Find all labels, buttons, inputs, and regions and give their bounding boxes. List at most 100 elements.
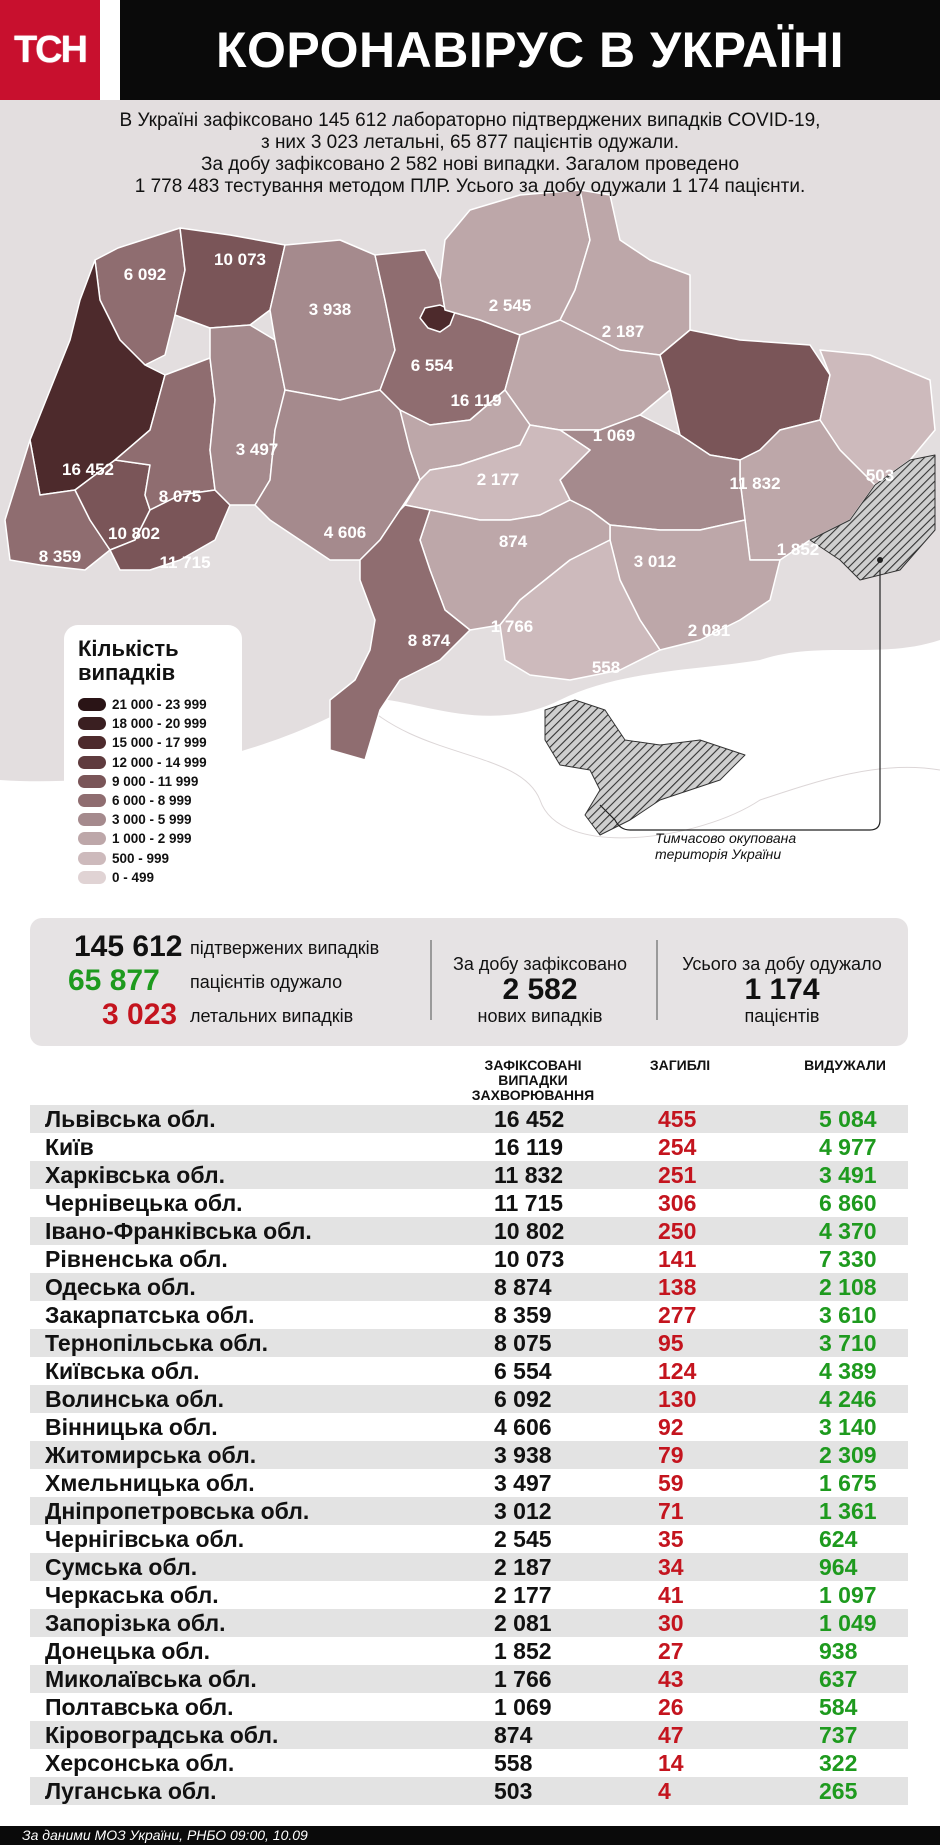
label-sumy: 2 187 [602,322,645,341]
deaths-value: 79 [658,1442,684,1468]
region-name: Івано-Франківська обл. [45,1218,312,1244]
daily-cases-value: 2 582 [502,973,578,1006]
label-cherkasy: 2 177 [477,470,520,489]
daily-cases-label: За добу зафіксовано [453,954,627,974]
deaths-value: 95 [658,1330,684,1356]
cases-value: 1 766 [494,1666,552,1692]
recovered-value: 637 [819,1666,858,1692]
label-kherson: 558 [592,658,620,677]
tsn-logo: ТСН [0,0,100,100]
source-note: За даними МОЗ України, РНБО 09:00, 10.09 [22,1827,308,1843]
table-row: Закарпатська обл. 8 359 277 3 610 [30,1301,908,1329]
legend-item: 12 000 - 14 999 [78,753,232,772]
region-rivne [174,227,286,329]
recovered-value: 265 [819,1778,858,1804]
legend-label: 18 000 - 20 999 [112,716,207,732]
intro-line-3: За добу зафіксовано 2 582 нові випадки. … [200,154,740,175]
recovered-value: 6 860 [819,1190,877,1216]
deaths-value: 141 [658,1246,697,1272]
label-vinnytsia: 4 606 [324,523,367,542]
table-row: Миколаївська обл. 1 766 43 637 [30,1665,908,1693]
table-row: Чернівецька обл. 11 715 306 6 860 [30,1189,908,1217]
cases-value: 1 069 [494,1694,552,1720]
legend-item: 15 000 - 17 999 [78,733,232,752]
cases-value: 16 452 [494,1106,565,1132]
region-name: Полтавська обл. [45,1694,234,1720]
legend-swatch [78,717,106,731]
deaths-value: 26 [658,1694,684,1720]
logo-text: ТСН [13,28,88,71]
recovered-value: 3 710 [819,1330,877,1356]
label-kyiv-city: 16 119 [450,391,501,410]
cases-value: 11 832 [494,1162,564,1188]
page-title: КОРОНАВІРУС В УКРАЇНІ [216,22,844,78]
legend-label: 6 000 - 8 999 [112,793,192,809]
recovered-value: 322 [819,1750,858,1776]
intro-line-2: з них 3 023 летальні, 65 877 пацієнтів о… [260,132,680,153]
col-header-cases-line-3: ЗАХВОРЮВАННЯ [471,1087,595,1103]
region-name: Херсонська обл. [45,1750,235,1776]
recovered-value: 1 675 [819,1470,877,1496]
label-kharkiv: 11 832 [729,474,780,493]
table-row: Одеська обл. 8 874 138 2 108 [30,1273,908,1301]
region-name: Львівська обл. [45,1106,216,1132]
table-row: Запорізька обл. 2 081 30 1 049 [30,1609,908,1637]
label-chernivtsi: 11 715 [159,553,210,572]
deaths-value: 455 [658,1106,697,1132]
footer: За даними МОЗ України, РНБО 09:00, 10.09 [0,1826,940,1845]
recovered-value: 1 361 [819,1498,877,1524]
region-zakarpattia [4,439,111,571]
legend-title-line-2: випадків [78,660,176,685]
region-name: Запорізька обл. [45,1610,226,1636]
col-header-cases-line-2: ВИПАДКИ [498,1072,568,1088]
legend-swatch [78,736,106,750]
recovered-value: 5 084 [819,1106,877,1132]
col-header-cases-line-1: ЗАФІКСОВАНІ [484,1057,582,1073]
region-table: Львівська обл. 16 452 455 5 084 Київ 16 119 25… [30,1105,908,1805]
deaths-value: 71 [658,1498,684,1524]
label-odesa: 8 874 [408,631,451,650]
deaths-value: 30 [658,1610,684,1636]
table-row: Тернопільська обл. 8 075 95 3 710 [30,1329,908,1357]
neighbour-border [359,699,940,839]
recovered-value: 584 [819,1694,858,1720]
region-name: Кіровоградська обл. [45,1722,279,1748]
table-row: Волинська обл. 6 092 130 4 246 [30,1385,908,1413]
label-luhansk: 503 [866,466,894,485]
deaths-value: 43 [658,1666,684,1692]
daily-cases-block: За добу зафіксовано 2 582 нових випадків [435,954,645,1026]
label-kyiv-oblast: 6 554 [411,356,454,375]
region-name: Миколаївська обл. [45,1666,257,1692]
region-name: Тернопільська обл. [45,1330,269,1356]
cases-value: 2 187 [494,1554,552,1580]
legend-swatch [78,755,106,769]
table-row: Чернігівська обл. 2 545 35 624 [30,1525,908,1553]
label-poltava: 1 069 [593,426,636,445]
deaths-value: 35 [658,1526,684,1552]
deaths-value: 138 [658,1274,697,1300]
legend-label: 9 000 - 11 999 [112,773,199,789]
table-row: Херсонська обл. 558 14 322 [30,1749,908,1777]
deaths-value: 59 [658,1470,684,1496]
cases-value: 3 012 [494,1498,552,1524]
deaths-value: 251 [658,1162,697,1188]
deaths-label: летальних випадків [190,1006,354,1026]
table-row: Рівненська обл. 10 073 141 7 330 [30,1245,908,1273]
confirmed-value: 145 612 [74,930,183,963]
region-name: Дніпропетровська обл. [45,1498,310,1524]
label-chernihiv: 2 545 [489,296,532,315]
summary-divider-2 [656,940,658,1020]
daily-recovered-block: Усього за добу одужало 1 174 пацієнтів [662,954,902,1026]
label-volyn: 6 092 [124,265,167,284]
table-row: Полтавська обл. 1 069 26 584 [30,1693,908,1721]
label-ternopil: 8 075 [159,487,202,506]
legend-item: 18 000 - 20 999 [78,714,232,733]
col-header-cases: ЗАФІКСОВАНІ ВИПАДКИ ЗАХВОРЮВАННЯ [448,1058,618,1103]
region-name: Чернівецька обл. [45,1190,243,1216]
cases-value: 16 119 [494,1134,564,1160]
region-name: Черкаська обл. [45,1582,219,1608]
label-ivano-frankivsk: 10 802 [108,524,160,543]
region-crimea [544,699,746,836]
legend-label: 500 - 999 [112,850,170,866]
legend-label: 15 000 - 17 999 [112,735,207,751]
